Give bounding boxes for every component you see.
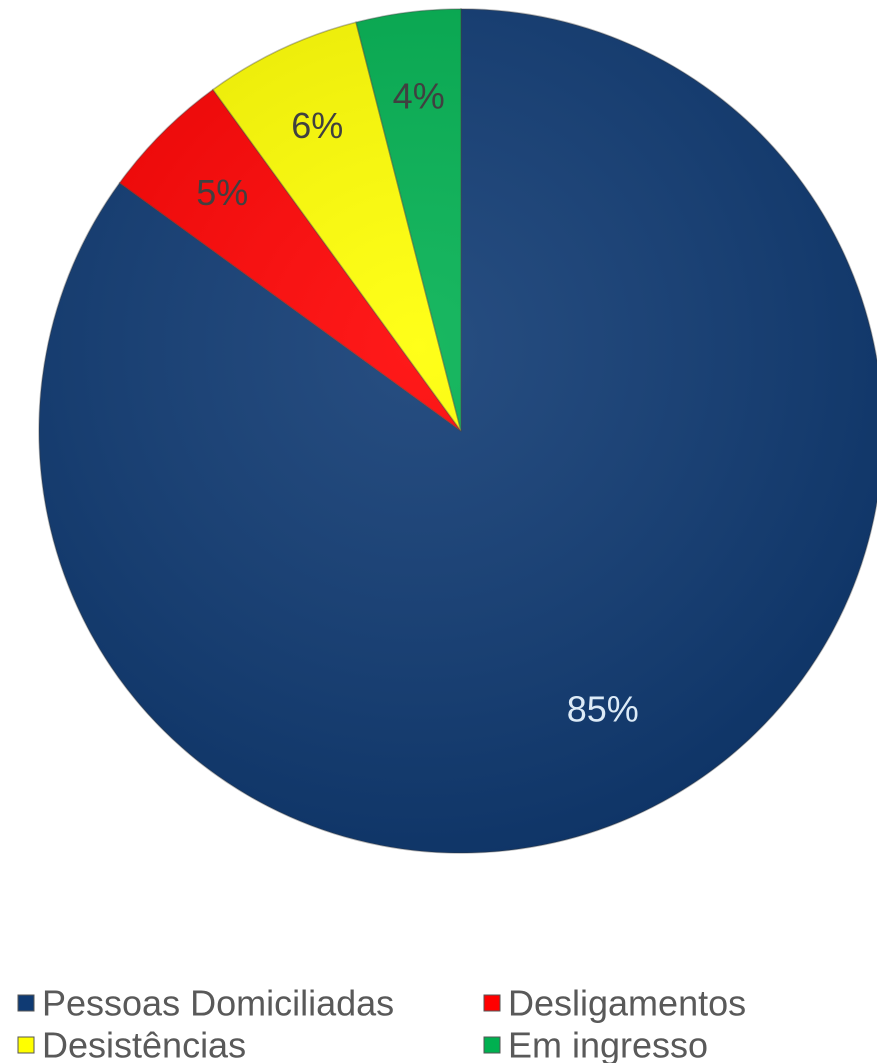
slice-label-pessoas-domiciliadas: 85% xyxy=(567,689,639,730)
legend-swatch-em-ingresso xyxy=(483,1036,501,1054)
legend-item-desligamentos: Desligamentos xyxy=(483,983,746,1024)
legend-swatch-desistencias xyxy=(17,1036,35,1054)
chart-legend: Pessoas Domiciliadas Desligamentos Desistê… xyxy=(17,983,746,1063)
legend-item-pessoas-domiciliadas: Pessoas Domiciliadas xyxy=(17,983,394,1024)
slice-label-em-ingresso: 4% xyxy=(393,76,445,117)
pie-slices xyxy=(38,8,877,854)
legend-swatch-pessoas-domiciliadas xyxy=(17,994,35,1012)
legend-swatch-desligamentos xyxy=(483,994,501,1012)
pie-slice-labels: 85% 5% 6% 4% xyxy=(196,76,639,730)
legend-item-desistencias: Desistências xyxy=(17,1025,246,1063)
legend-label-desligamentos: Desligamentos xyxy=(508,983,746,1024)
legend-label-em-ingresso: Em ingresso xyxy=(508,1025,708,1063)
legend-item-em-ingresso: Em ingresso xyxy=(483,1025,708,1063)
slice-label-desligamentos: 5% xyxy=(196,172,248,213)
slice-label-desistencias: 6% xyxy=(291,105,343,146)
legend-label-pessoas-domiciliadas: Pessoas Domiciliadas xyxy=(42,983,394,1024)
legend-label-desistencias: Desistências xyxy=(42,1025,246,1063)
